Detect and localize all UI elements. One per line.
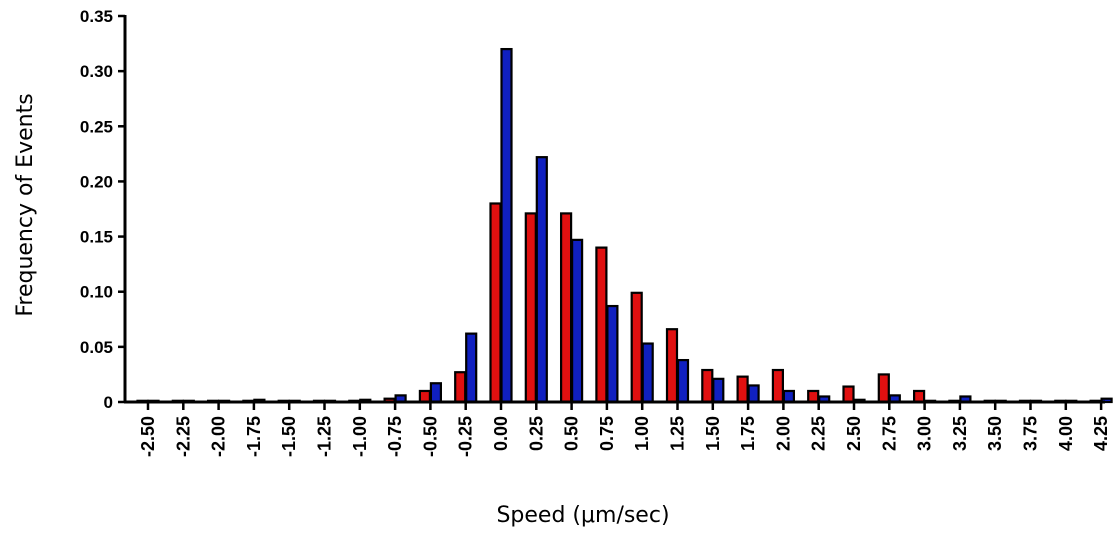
bar-series2-2.00	[782, 389, 796, 404]
bar-series1-0.00	[489, 202, 502, 404]
bar-series1-2.25	[807, 389, 820, 404]
bar-series1-0.25	[524, 212, 537, 404]
x-tick-label: 1.75	[738, 416, 758, 451]
x-tick-label: 3.00	[915, 416, 935, 451]
x-axis-title: Speed (μm/sec)	[496, 503, 669, 528]
x-tick-label: 2.75	[879, 416, 899, 451]
y-axis-title: Frequency of Events	[13, 93, 38, 316]
x-tick-label: 2.25	[809, 416, 829, 451]
bar-series2--0.25	[465, 332, 478, 404]
x-tick-label: 1.50	[703, 416, 723, 451]
bar-series2-1.25	[676, 358, 690, 404]
y-tick-label: 0.15	[80, 228, 113, 247]
bar-series1-0.75	[595, 246, 608, 404]
bar-series2-0.00	[500, 47, 513, 404]
bar-series1-1.25	[665, 328, 679, 404]
x-tick-label: -2.50	[138, 416, 158, 457]
x-tick-label: -1.50	[279, 416, 299, 457]
x-tick-label: 0.50	[562, 416, 582, 451]
y-tick-labels: 0 0.05 0.10 0.15 0.20 0.25 0.30 0.35	[80, 7, 113, 412]
x-tick-label: 0.00	[491, 416, 511, 451]
bar-series2-1.50	[712, 377, 725, 404]
x-tick-label: -2.25	[173, 416, 193, 457]
x-tick-label: -1.75	[244, 416, 264, 457]
axes-layer	[118, 14, 1105, 410]
y-tick-label: 0.20	[80, 172, 113, 191]
x-tick-label: 2.50	[844, 416, 864, 451]
bar-series1-1.50	[701, 368, 714, 404]
y-tick-label: 0.25	[80, 117, 113, 136]
x-tick-label: -2.00	[209, 416, 229, 457]
x-tick-label: -0.50	[420, 416, 440, 457]
bar-series1-2.00	[771, 368, 785, 404]
bar-series2-0.50	[570, 238, 584, 404]
bar-series1-2.50	[842, 385, 855, 404]
x-tick-label: 1.25	[668, 416, 688, 451]
x-tick-label: 4.00	[1056, 416, 1076, 451]
x-tick-label: -1.25	[315, 416, 335, 457]
bar-series2-4.25	[1100, 397, 1113, 404]
bars-layer	[136, 47, 1113, 404]
bar-series1-1.75	[736, 375, 749, 404]
y-tick-label: 0.05	[80, 338, 113, 357]
x-tick-label: -1.00	[350, 416, 370, 457]
bar-series2-1.00	[641, 342, 654, 404]
bar-series1-1.00	[630, 291, 643, 404]
x-tick-label: -0.75	[385, 416, 405, 457]
x-tick-label: 3.75	[1021, 416, 1041, 451]
y-tick-label: 0.35	[80, 7, 113, 26]
bar-series1-0.50	[559, 212, 573, 404]
bar-series1--0.25	[454, 371, 467, 404]
y-tick-label: 0.30	[80, 62, 113, 81]
y-tick-label: 0.10	[80, 283, 113, 302]
bar-series1-3.00	[912, 389, 926, 404]
bar-series2--0.50	[429, 382, 442, 404]
x-tick-label: -0.25	[456, 416, 476, 457]
bar-series2-0.25	[535, 156, 548, 404]
x-tick-label: 2.00	[773, 416, 793, 451]
x-tick-label: 3.50	[985, 416, 1005, 451]
x-tick-label: 3.25	[950, 416, 970, 451]
bar-series2-0.75	[606, 304, 619, 404]
bar-series1--0.50	[418, 389, 431, 404]
bar-series2-1.75	[747, 384, 760, 404]
x-tick-label: 1.00	[632, 416, 652, 451]
x-tick-labels: -2.50 -2.25 -2.00 -1.75 -1.50 -1.25 -1.00 -0.75…	[138, 416, 1111, 457]
x-tick-label: 4.25	[1091, 416, 1111, 451]
x-tick-label: 0.25	[526, 416, 546, 451]
x-tick-label: 0.75	[597, 416, 617, 451]
y-tick-label: 0	[104, 393, 113, 412]
bar-series1-2.75	[877, 373, 890, 404]
